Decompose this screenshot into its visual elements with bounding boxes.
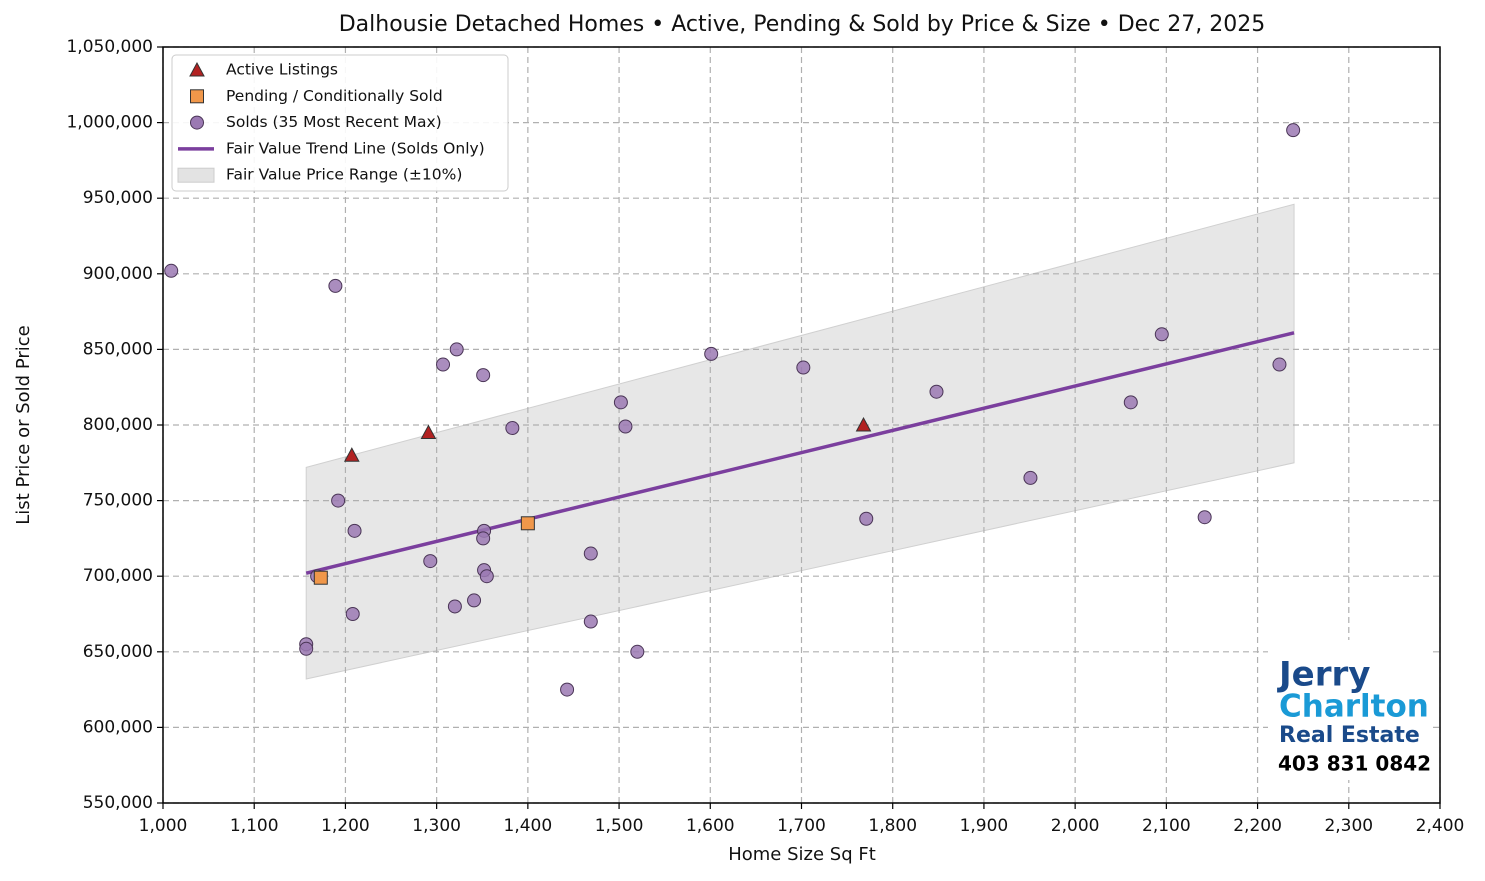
data-point xyxy=(345,607,360,621)
data-point xyxy=(476,531,491,546)
plot-frame xyxy=(162,46,1441,804)
x-tick-label: 1,400 xyxy=(504,816,553,836)
x-tick-label: 2,400 xyxy=(1416,816,1465,836)
x-tick-label: 1,300 xyxy=(412,816,461,836)
data-point xyxy=(1272,357,1287,372)
y-tick-label: 900,000 xyxy=(83,264,153,284)
x-tick-label: 1,500 xyxy=(595,816,644,836)
logo-text: 403 831 0842 xyxy=(1278,752,1431,776)
data-point xyxy=(583,546,598,561)
x-tick-label: 1,000 xyxy=(139,816,188,836)
y-tick-label: 600,000 xyxy=(83,717,153,737)
legend-label: Fair Value Price Range (±10%) xyxy=(226,166,462,184)
data-point xyxy=(328,278,343,293)
data-point xyxy=(560,682,575,697)
data-point xyxy=(347,523,362,538)
data-point xyxy=(164,263,179,278)
legend-box xyxy=(171,54,509,192)
data-point xyxy=(331,493,346,508)
x-tick-label: 1,700 xyxy=(777,816,826,836)
data-point xyxy=(420,424,437,440)
legend-label: Fair Value Trend Line (Solds Only) xyxy=(226,139,485,157)
data-point xyxy=(299,641,314,656)
data-point xyxy=(436,357,451,372)
legend-label: Active Listings xyxy=(226,61,338,79)
triangle-marker xyxy=(189,61,205,77)
data-point xyxy=(583,614,598,629)
data-point xyxy=(505,421,520,436)
data-point xyxy=(313,570,328,585)
y-tick-label: 550,000 xyxy=(83,793,153,813)
logo-text: Jerry xyxy=(1277,655,1370,695)
x-tick-label: 2,000 xyxy=(1051,816,1100,836)
x-tick-label: 1,800 xyxy=(868,816,917,836)
legend-label: Solds (35 Most Recent Max) xyxy=(226,113,442,131)
data-point xyxy=(1197,510,1212,525)
data-point xyxy=(1154,327,1169,342)
data-point xyxy=(859,511,874,526)
data-point xyxy=(447,599,462,614)
chart-title: Dalhousie Detached Homes • Active, Pendi… xyxy=(339,12,1266,37)
y-tick-label: 750,000 xyxy=(83,491,153,511)
x-tick-label: 1,900 xyxy=(960,816,1009,836)
y-tick-label: 650,000 xyxy=(83,642,153,662)
data-point xyxy=(796,360,811,375)
logo-text: Real Estate xyxy=(1279,723,1420,748)
trend-line xyxy=(305,331,1295,575)
data-point xyxy=(1023,470,1038,485)
data-point xyxy=(343,447,360,462)
circle-marker xyxy=(190,115,204,130)
x-tick-label: 2,300 xyxy=(1324,816,1373,836)
square-marker xyxy=(190,89,204,104)
legend-swatch xyxy=(177,167,215,183)
x-tick-label: 2,200 xyxy=(1233,816,1282,836)
data-point xyxy=(704,346,719,361)
logo-bg xyxy=(1268,640,1430,780)
data-point xyxy=(476,368,491,383)
y-tick-label: 800,000 xyxy=(83,415,153,435)
data-point xyxy=(630,644,645,659)
y-tick-label: 850,000 xyxy=(83,339,153,359)
x-tick-label: 1,200 xyxy=(321,816,370,836)
data-point xyxy=(1286,123,1301,138)
y-tick-label: 700,000 xyxy=(83,566,153,586)
data-point xyxy=(613,395,628,410)
legend: Active Listings Pending / Conditionally S… xyxy=(171,54,509,192)
x-tick-label: 1,600 xyxy=(686,816,735,836)
fair-value-band xyxy=(305,203,1295,680)
data-point xyxy=(479,569,494,584)
data-point xyxy=(449,342,464,357)
data-point xyxy=(855,416,872,432)
y-tick-label: 1,000,000 xyxy=(66,113,153,133)
data-point xyxy=(423,554,438,569)
y-tick-label: 1,050,000 xyxy=(66,37,153,57)
y-tick-label: 950,000 xyxy=(83,188,153,208)
logo-text: Charlton xyxy=(1279,689,1429,725)
data-point xyxy=(520,516,535,531)
legend-label: Pending / Conditionally Sold xyxy=(226,87,443,105)
x-axis-label: Home Size Sq Ft xyxy=(728,844,876,865)
data-point xyxy=(467,593,482,608)
y-axis-label: List Price or Sold Price xyxy=(13,325,34,524)
x-tick-label: 2,100 xyxy=(1142,816,1191,836)
data-point xyxy=(1123,395,1138,410)
x-tick-label: 1,100 xyxy=(230,816,279,836)
data-point xyxy=(929,384,944,399)
data-point xyxy=(618,419,633,434)
